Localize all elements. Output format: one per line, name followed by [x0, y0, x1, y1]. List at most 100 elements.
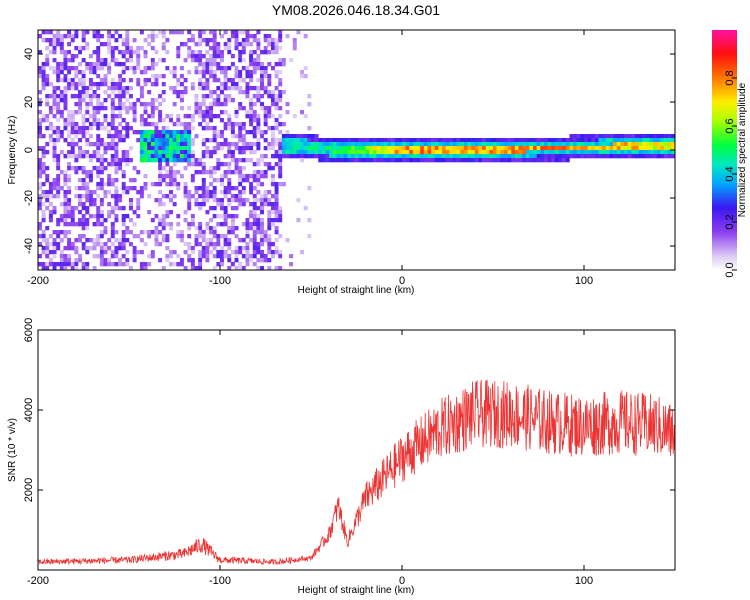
spectrogram-cell	[321, 142, 326, 147]
spectrogram-cell	[551, 158, 556, 163]
spectrogram-cell	[103, 42, 108, 47]
spectrogram-cell	[139, 118, 144, 123]
spectrogram-cell	[194, 58, 199, 63]
spectrogram-cell	[314, 134, 319, 139]
spectrogram-cell	[249, 158, 254, 163]
spectrogram-cell	[194, 54, 199, 59]
spectrogram-cell	[511, 138, 516, 143]
spectrogram-cell	[278, 250, 283, 255]
spectrogram-cell	[56, 246, 61, 251]
spectrogram-cell	[179, 122, 184, 127]
spectrogram-cell	[340, 138, 345, 143]
spectrogram-cell	[376, 138, 381, 143]
spectrogram-cell	[500, 150, 505, 155]
spectrogram-cell	[351, 138, 355, 143]
spectrogram-cell	[161, 58, 166, 63]
spectrogram-cell	[463, 154, 468, 159]
spectrogram-cell	[285, 142, 290, 147]
spectrogram-cell	[212, 62, 217, 67]
spectrogram-cell	[602, 150, 607, 155]
spectrogram-cell	[238, 134, 243, 139]
spectrogram-cell	[45, 178, 50, 183]
spectrogram-cell	[96, 222, 101, 227]
spectrogram-cell	[409, 150, 414, 155]
spectrogram-cell	[158, 182, 163, 187]
spectrogram-cell	[249, 190, 254, 195]
spectrogram-cell	[179, 134, 184, 139]
spectrogram-cell	[493, 158, 497, 163]
spectrogram-cell	[216, 78, 221, 83]
spectrogram-cell	[85, 86, 90, 91]
spectrogram-cell	[493, 150, 497, 155]
spectrogram-cell	[110, 54, 115, 59]
spectrogram-cell	[478, 158, 483, 163]
spectrogram-cell	[267, 202, 272, 207]
spectrogram-cell	[267, 90, 272, 95]
spectrogram-cell	[194, 234, 199, 239]
spectrogram-cell	[354, 138, 359, 143]
spectrogram-cell	[190, 222, 195, 227]
spectrogram-cell	[332, 142, 337, 147]
spectrogram-cell	[354, 150, 359, 155]
spectrogram-cell	[154, 74, 159, 79]
spectrogram-cell	[653, 134, 658, 139]
spectrogram-cell	[63, 234, 68, 239]
spectrogram-cell	[569, 154, 574, 159]
spectrogram-cell	[158, 218, 163, 223]
spectrogram-cell	[241, 202, 246, 207]
spectrogram-cell	[267, 250, 272, 255]
spectrogram-cell	[92, 110, 97, 115]
spectrogram-cell	[59, 186, 64, 191]
spectrogram-cell	[260, 242, 264, 247]
snr-x-tick-label: 100	[575, 575, 593, 587]
spectrogram-cell	[41, 150, 46, 155]
spectrogram-cell	[529, 138, 534, 143]
spectrogram-cell	[245, 174, 250, 179]
spectrogram-cell	[223, 214, 228, 219]
spectrogram-cell	[165, 162, 170, 167]
spectrogram-cell	[409, 158, 414, 163]
spectrogram-cell	[67, 34, 72, 39]
spectrogram-cell	[274, 238, 279, 243]
spectrogram-cell	[452, 150, 457, 155]
spectrogram-cell	[136, 62, 141, 67]
spectrogram-cell	[99, 258, 104, 263]
spectrogram-cell	[212, 130, 217, 135]
spectrogram-cell	[70, 214, 75, 219]
spectrogram-cell	[562, 154, 567, 159]
spectrogram-cell	[143, 262, 148, 267]
spectrogram-cell	[267, 198, 272, 203]
spectrogram-cell	[270, 146, 275, 151]
spectrogram-cell	[150, 82, 155, 87]
spectrogram-cell	[158, 110, 163, 115]
spectrogram-cell	[198, 250, 203, 255]
spectrogram-cell	[274, 50, 279, 55]
spectrogram-cell	[256, 162, 261, 167]
spectrogram-cell	[361, 138, 366, 143]
spectrogram-cell	[434, 138, 439, 143]
spectrogram-cell	[56, 34, 61, 39]
spectrogram-cell	[620, 154, 625, 159]
spectrogram-cell	[234, 66, 239, 71]
spectrogram-cell	[45, 174, 50, 179]
spectrogram-cell	[70, 130, 75, 135]
spectrogram-cell	[165, 258, 170, 263]
spectrogram-cell	[209, 230, 214, 235]
spectrogram-cell	[398, 154, 403, 159]
spectrogram-cell	[460, 138, 465, 143]
spectrogram-cell	[132, 50, 137, 55]
spectrogram-cell	[518, 138, 523, 143]
spectrogram-cell	[78, 146, 82, 151]
spectrogram-cell	[281, 58, 286, 63]
spectrogram-cell	[518, 158, 523, 163]
spectrogram-cell	[92, 114, 97, 119]
spectrogram-cell	[205, 198, 210, 203]
spectrogram-cell	[45, 198, 50, 203]
spectrogram-cell	[267, 142, 272, 147]
spectrogram-cell	[56, 222, 61, 227]
spectrogram-cell	[125, 66, 130, 71]
spectrogram-cell	[92, 214, 97, 219]
spectrogram-cell	[125, 190, 130, 195]
spectrogram-cell	[154, 214, 159, 219]
spectrogram-cell	[78, 102, 82, 107]
